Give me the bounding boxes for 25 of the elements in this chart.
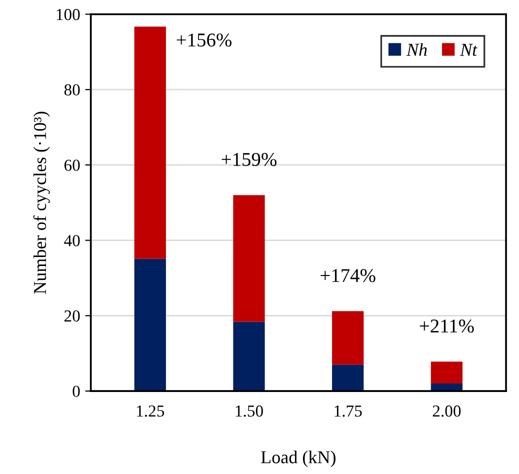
legend-label: Nh [406,43,427,56]
y-axis-title: Number of cyycles (·10³) [33,112,50,294]
bar [134,26,166,259]
bar [430,362,463,384]
annotation: +174% [320,268,376,282]
legend-label: Nt [460,44,478,56]
annotation: +156% [176,33,232,47]
y-tick-label: 40 [64,235,80,246]
x-tick-label: 2.00 [432,405,461,417]
y-tick-label: 0 [72,386,80,397]
y-tick-label: 60 [64,160,80,171]
x-axis-title: Load (kN) [261,450,336,467]
x-tick-label: 1.50 [236,405,263,417]
annotation: +211% [420,319,474,333]
bar [134,258,166,392]
y-tick-label: 20 [64,310,80,322]
bar [233,195,265,322]
y-tick-label: 80 [64,84,80,96]
y-tick-label: 100 [56,8,80,20]
bar [332,311,364,365]
x-tick-label: 1.75 [334,406,362,417]
x-tick-label: 1.25 [137,405,164,417]
annotation: +159% [222,152,276,166]
bar [332,364,364,392]
bar [233,322,265,392]
